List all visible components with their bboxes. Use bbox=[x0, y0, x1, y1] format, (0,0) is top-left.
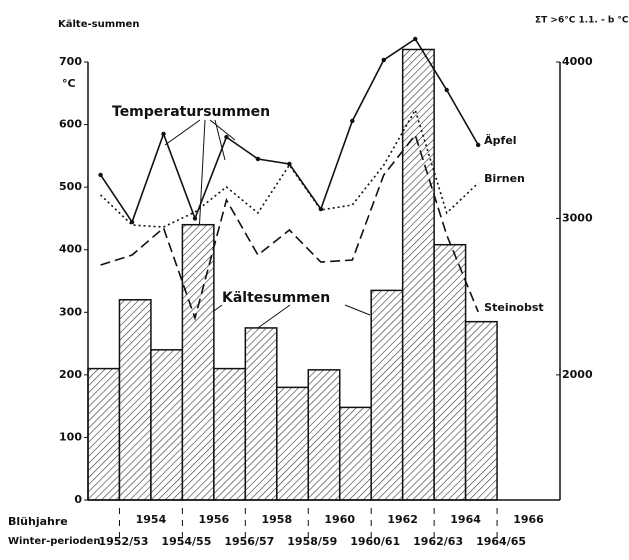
bar bbox=[213, 367, 247, 501]
x2-tick-label: 1952/53 bbox=[98, 535, 148, 548]
y-tick-label: 200 bbox=[59, 368, 82, 381]
y-tick-label: 300 bbox=[59, 305, 82, 318]
y-tick-label: 500 bbox=[59, 180, 82, 193]
series-label: Steinobst bbox=[484, 301, 543, 314]
bar bbox=[401, 48, 435, 501]
x-tick-label: 1964 bbox=[450, 513, 481, 526]
point bbox=[98, 172, 103, 178]
bar bbox=[370, 289, 404, 501]
x-tick-label: 1960 bbox=[324, 513, 355, 526]
point bbox=[444, 87, 449, 93]
series-line bbox=[100, 133, 479, 321]
x2-tick-label: 1954/55 bbox=[161, 535, 211, 548]
annotation: Temperatursummen bbox=[112, 104, 270, 120]
point bbox=[192, 216, 198, 221]
series-line bbox=[100, 108, 479, 228]
x-tick-label: 1966 bbox=[513, 513, 544, 526]
bar bbox=[150, 349, 184, 501]
bar bbox=[181, 223, 215, 501]
x2-tick-label: 1956/57 bbox=[224, 535, 274, 548]
y-tick-label: 600 bbox=[59, 118, 82, 131]
annotation: Kältesummen bbox=[222, 290, 330, 306]
point bbox=[475, 142, 481, 148]
y-tick-label: 100 bbox=[59, 430, 82, 443]
point bbox=[381, 57, 386, 63]
point bbox=[287, 161, 292, 167]
series-label: Äpfel bbox=[484, 133, 516, 147]
x2-tick-label: 1960/61 bbox=[350, 535, 400, 548]
x2-tick-label: 1964/65 bbox=[476, 535, 526, 548]
y2-tick-label: 2000 bbox=[562, 368, 593, 381]
y-tick-label: 400 bbox=[59, 243, 82, 256]
bar bbox=[433, 243, 467, 501]
bar bbox=[87, 367, 121, 501]
x-label: Blühjahre bbox=[8, 515, 68, 528]
x-tick-label: 1958 bbox=[261, 513, 292, 526]
x2-label: Winter-perioden bbox=[8, 536, 100, 547]
bar bbox=[244, 327, 278, 501]
y2-tick-label: 3000 bbox=[562, 211, 593, 224]
x-tick-label: 1962 bbox=[387, 513, 418, 526]
x2-tick-label: 1962/63 bbox=[413, 535, 463, 548]
x-tick-label: 1956 bbox=[199, 513, 230, 526]
x-tick-label: 1954 bbox=[136, 513, 167, 526]
y-tick-label: 700 bbox=[59, 55, 82, 68]
point bbox=[255, 156, 261, 162]
point bbox=[350, 118, 355, 124]
y-label: Kälte-summen bbox=[58, 19, 139, 30]
series-label: Birnen bbox=[484, 172, 525, 185]
y-tick-label: 0 bbox=[74, 493, 82, 506]
bar bbox=[276, 386, 310, 501]
y2-tick-label: 4000 bbox=[562, 55, 593, 68]
bar bbox=[307, 369, 341, 501]
point bbox=[224, 134, 229, 140]
bar bbox=[338, 406, 372, 501]
x2-tick-label: 1958/59 bbox=[287, 535, 337, 548]
y-unit: °C bbox=[62, 77, 76, 90]
point bbox=[161, 131, 166, 137]
bar bbox=[118, 299, 152, 501]
y2-label: ΣT >6°C 1.1. - b °C · h bbox=[535, 16, 629, 26]
point bbox=[413, 36, 418, 42]
bar bbox=[464, 320, 498, 501]
